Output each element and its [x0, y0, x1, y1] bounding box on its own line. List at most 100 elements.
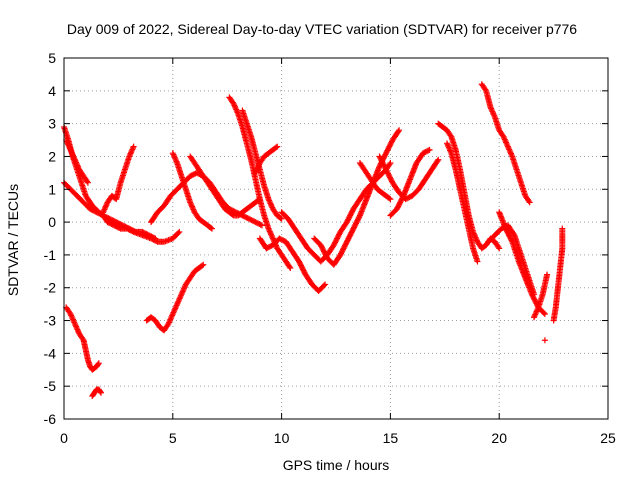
data-point: [352, 221, 359, 228]
data-point: [544, 271, 551, 278]
series-track-b: [61, 179, 159, 242]
data-point: [385, 144, 392, 151]
data-point: [108, 216, 115, 223]
data-point: [474, 258, 481, 265]
x-tick-label: 20: [491, 430, 507, 446]
data-point: [263, 245, 270, 252]
data-point: [331, 240, 338, 247]
data-point: [276, 235, 283, 242]
data-point: [540, 309, 547, 316]
y-tick-label: 5: [48, 50, 56, 66]
data-point: [257, 221, 264, 228]
series-track-y: [531, 271, 551, 321]
series-track-g: [143, 261, 207, 334]
data-point: [131, 228, 138, 235]
data-point: [386, 174, 393, 181]
data-point: [191, 171, 198, 178]
data-point: [130, 143, 137, 150]
data-point: [97, 389, 104, 396]
data-point: [382, 165, 389, 172]
data-point: [388, 177, 395, 184]
data-point: [339, 246, 346, 253]
data-point: [376, 153, 383, 160]
series-track-m: [252, 143, 281, 176]
y-tick-label: -5: [44, 378, 57, 394]
data-point: [318, 243, 325, 250]
data-point: [381, 152, 388, 159]
data-point: [379, 160, 386, 167]
data-point: [96, 210, 103, 217]
data-point: [251, 218, 258, 225]
data-point: [345, 234, 352, 241]
data-point: [339, 247, 346, 254]
data-point: [383, 150, 390, 157]
grid: [64, 58, 608, 419]
data-point: [394, 204, 401, 211]
data-point: [377, 156, 384, 163]
series-track-e: [89, 386, 104, 400]
data-point: [321, 249, 328, 256]
data-point: [343, 240, 350, 247]
data-point: [345, 216, 352, 223]
data-point: [255, 220, 262, 227]
data-point: [405, 194, 412, 201]
y-tick-label: -2: [44, 280, 57, 296]
data-point: [423, 148, 430, 155]
data-point: [383, 148, 390, 155]
data-point: [145, 232, 152, 239]
data-point: [396, 200, 403, 207]
data-point: [256, 221, 263, 228]
data-point: [188, 172, 195, 179]
data-point: [381, 154, 388, 161]
data-point: [336, 231, 343, 238]
data-point: [296, 258, 303, 265]
data-point: [393, 205, 400, 212]
y-tick-label: -3: [44, 313, 57, 329]
data-point: [147, 232, 154, 239]
data-point: [507, 236, 514, 243]
data-point: [322, 251, 329, 258]
data-point: [93, 209, 100, 216]
data-point: [505, 232, 512, 239]
data-point: [383, 166, 390, 173]
data-point: [123, 224, 130, 231]
data-point: [343, 219, 350, 226]
data-point: [506, 233, 513, 240]
data-point: [279, 236, 286, 243]
data-point: [242, 213, 249, 220]
data-point: [386, 142, 393, 149]
data-point: [79, 335, 86, 342]
data-point: [387, 175, 394, 182]
data-point: [348, 209, 355, 216]
data-point: [84, 179, 91, 186]
data-point: [274, 143, 281, 150]
data-point: [98, 211, 105, 218]
data-point: [530, 295, 537, 302]
data-point: [504, 228, 511, 235]
data-point: [121, 223, 128, 230]
data-point: [152, 235, 159, 242]
data-point: [335, 232, 342, 239]
data-point: [351, 223, 358, 230]
data-point: [420, 150, 427, 157]
data-point: [139, 228, 146, 235]
data-point: [435, 156, 442, 163]
y-tick-label: 3: [48, 116, 56, 132]
data-point: [264, 244, 271, 251]
data-point: [109, 217, 116, 224]
series-track-l: [239, 107, 285, 222]
data-point: [117, 221, 124, 228]
data-point: [385, 171, 392, 178]
data-point: [122, 223, 129, 230]
data-point: [247, 216, 254, 223]
data-point: [340, 245, 347, 252]
data-point: [507, 234, 514, 241]
data-point: [347, 211, 354, 218]
data-point: [299, 266, 306, 273]
data-point: [526, 199, 533, 206]
data-point: [355, 215, 362, 222]
x-tick-label: 10: [274, 430, 290, 446]
data-point: [322, 252, 329, 259]
data-point: [334, 234, 341, 241]
data-point: [287, 265, 294, 272]
